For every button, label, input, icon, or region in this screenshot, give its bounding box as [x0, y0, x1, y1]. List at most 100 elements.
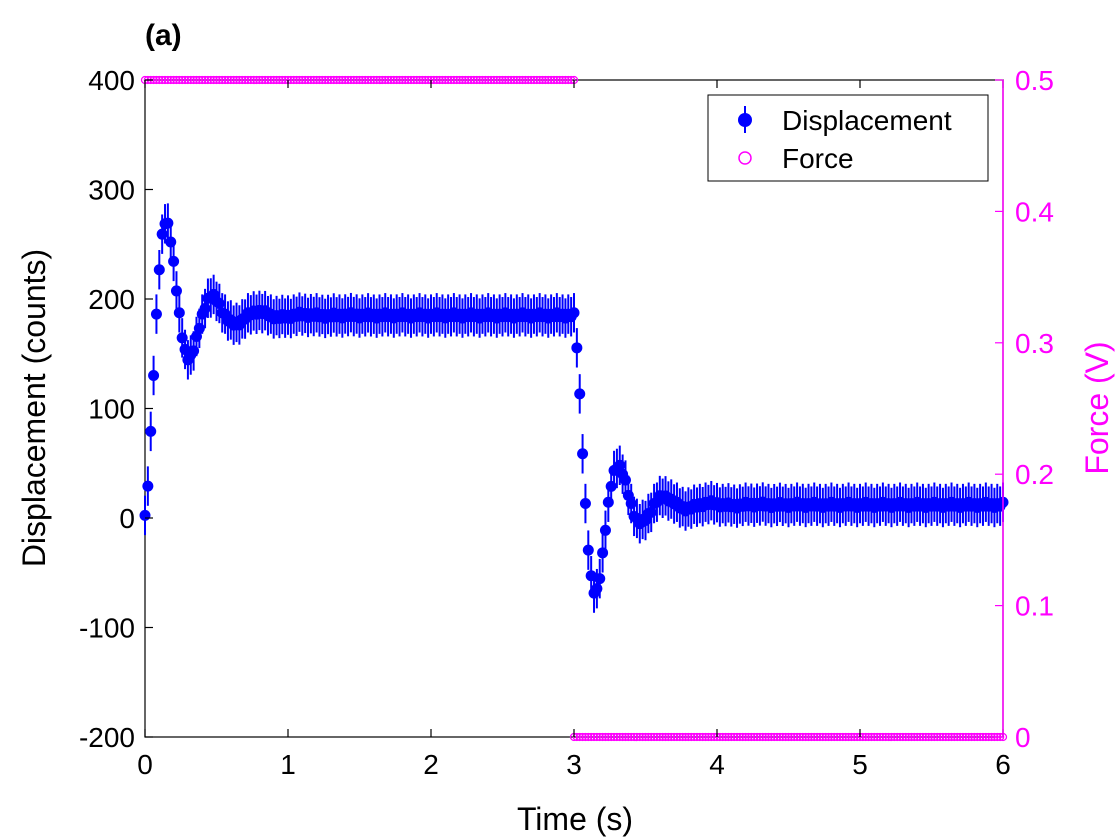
- force-point: [515, 75, 524, 85]
- force-point: [215, 75, 224, 85]
- displacement-point: [594, 573, 606, 585]
- x-axis: 0 1 2 3 4 5 6: [137, 80, 1011, 780]
- force-point: [644, 732, 653, 742]
- force-point: [178, 75, 187, 85]
- force-point: [200, 75, 210, 85]
- force-point: [604, 732, 613, 742]
- force-point: [864, 732, 873, 742]
- force-point: [501, 75, 510, 85]
- force-point: [601, 732, 610, 742]
- force-point: [538, 75, 547, 85]
- force-point: [406, 75, 416, 85]
- force-point: [258, 75, 267, 85]
- force-point: [418, 75, 427, 85]
- force-point: [953, 732, 962, 742]
- force-point: [366, 75, 376, 85]
- force-point: [632, 732, 642, 742]
- force-point: [292, 75, 301, 85]
- force-point: [755, 732, 765, 742]
- force-point: [858, 732, 868, 742]
- force-point: [475, 75, 484, 85]
- force-point: [338, 75, 347, 85]
- force-point: [918, 732, 928, 742]
- force-point: [581, 732, 590, 742]
- force-point: [555, 75, 564, 85]
- force-point: [455, 75, 464, 85]
- legend-force-label: Force: [782, 143, 854, 174]
- force-point: [618, 732, 627, 742]
- displacement-point: [168, 255, 180, 267]
- force-point: [423, 75, 433, 85]
- displacement-point: [173, 307, 185, 319]
- force-point: [750, 732, 759, 742]
- x-tick-label: 3: [566, 749, 582, 780]
- force-point: [378, 75, 387, 85]
- force-point: [978, 732, 988, 742]
- force-point: [612, 732, 622, 742]
- force-point: [964, 732, 973, 742]
- force-point: [429, 75, 439, 85]
- force-point: [801, 732, 810, 742]
- force-point: [415, 75, 424, 85]
- force-point: [709, 732, 719, 742]
- force-point: [890, 732, 899, 742]
- force-point: [947, 732, 956, 742]
- force-point: [921, 732, 930, 742]
- force-point: [821, 732, 830, 742]
- force-point: [186, 75, 195, 85]
- force-point: [924, 732, 933, 742]
- force-point: [298, 75, 307, 85]
- force-point: [955, 732, 965, 742]
- force-point: [850, 732, 859, 742]
- force-point: [824, 732, 833, 742]
- force-point: [172, 75, 181, 85]
- force-point: [835, 732, 845, 742]
- force-point: [652, 732, 662, 742]
- force-point: [675, 732, 684, 742]
- force-point: [807, 732, 816, 742]
- force-point: [566, 75, 576, 85]
- force-point: [526, 75, 536, 85]
- force-point: [238, 75, 247, 85]
- force-point: [787, 732, 796, 742]
- force-point: [732, 732, 742, 742]
- force-point: [684, 732, 693, 742]
- displacement-point: [145, 425, 157, 437]
- force-point: [544, 75, 553, 85]
- force-point: [506, 75, 516, 85]
- displacement-point: [579, 498, 591, 510]
- force-point: [878, 732, 888, 742]
- force-point: [649, 732, 659, 742]
- force-point: [701, 732, 710, 742]
- force-point: [812, 732, 822, 742]
- force-point: [401, 75, 410, 85]
- force-point: [535, 75, 544, 85]
- force-point: [240, 75, 250, 85]
- y-left-tick-label: -200: [79, 722, 135, 753]
- force-point: [887, 732, 896, 742]
- force-point: [575, 732, 584, 742]
- force-point: [260, 75, 270, 85]
- force-point: [718, 732, 727, 742]
- force-point: [915, 732, 925, 742]
- force-point: [867, 732, 876, 742]
- x-axis-label: Time (s): [517, 801, 633, 837]
- force-point: [973, 732, 982, 742]
- force-point: [263, 75, 273, 85]
- force-point: [389, 75, 398, 85]
- force-point: [901, 732, 910, 742]
- force-point: [935, 732, 945, 742]
- force-point: [486, 75, 496, 85]
- force-point: [295, 75, 304, 85]
- displacement-point: [599, 524, 611, 536]
- force-point: [466, 75, 476, 85]
- y-left-tick-label: -100: [79, 613, 135, 644]
- force-point: [893, 732, 902, 742]
- force-point: [830, 732, 839, 742]
- plot-area: [139, 75, 1009, 742]
- force-point: [784, 732, 793, 742]
- force-point: [432, 75, 441, 85]
- force-point: [180, 75, 190, 85]
- force-point: [933, 732, 942, 742]
- force-point: [715, 732, 725, 742]
